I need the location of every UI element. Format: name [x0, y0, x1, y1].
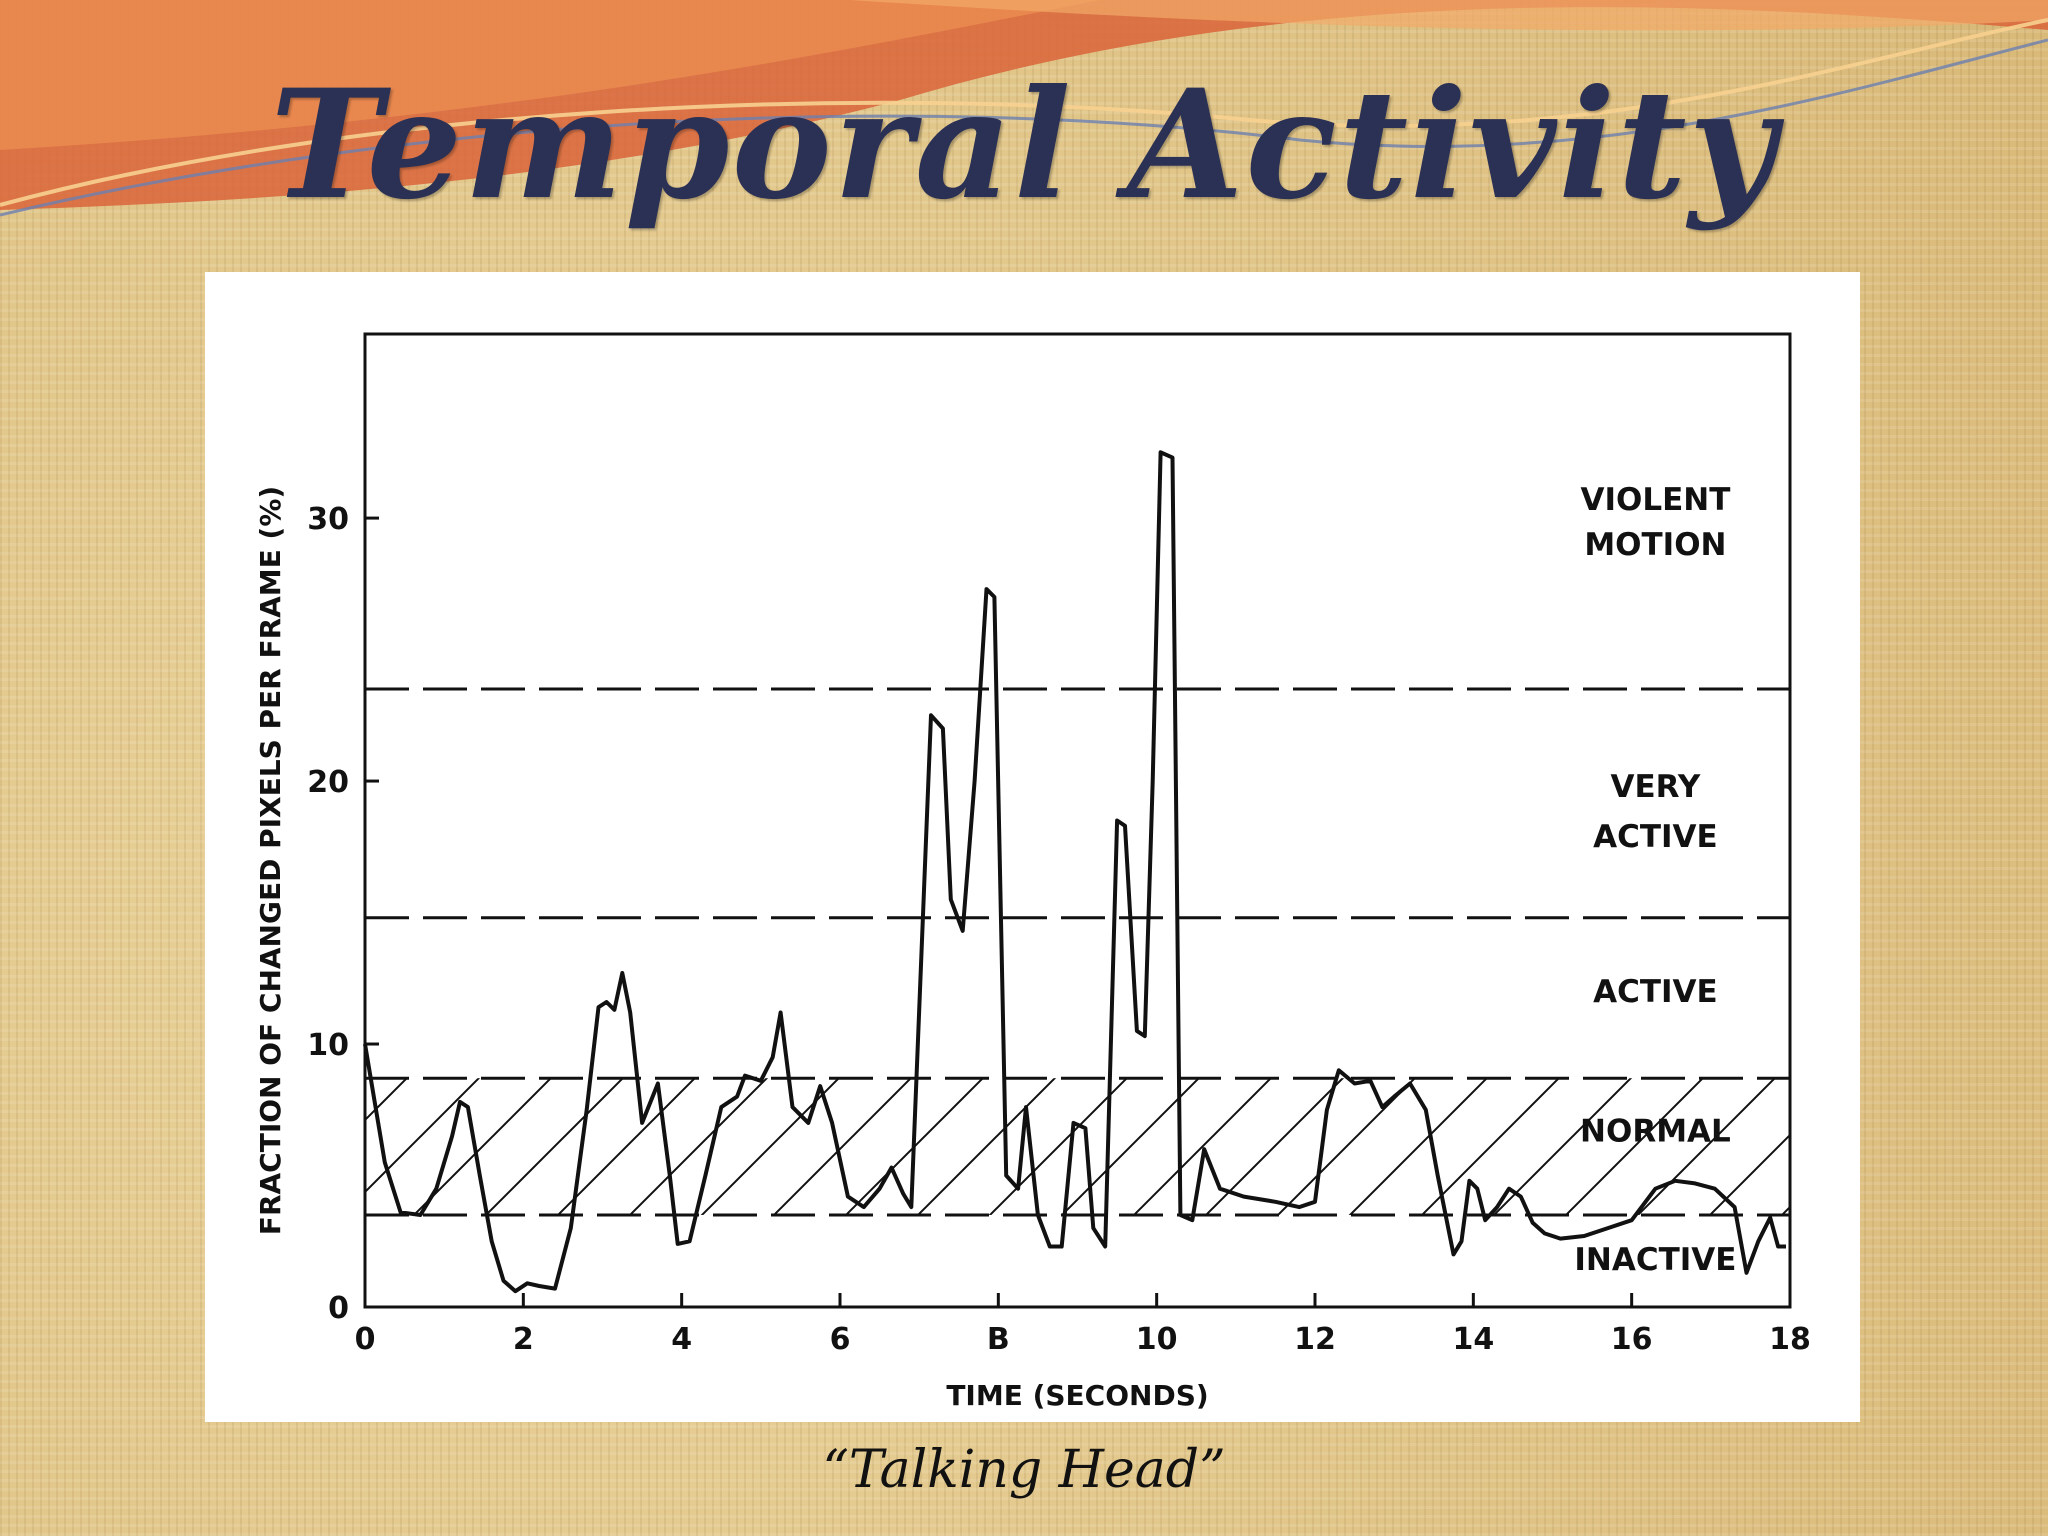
x-axis-label: TIME (SECONDS) [946, 1379, 1208, 1412]
x-tick-label: 6 [830, 1322, 851, 1357]
x-tick-label: 16 [1611, 1322, 1653, 1357]
x-tick-label: 12 [1294, 1322, 1336, 1357]
slide-title: Temporal Activity [270, 57, 1778, 233]
plot-frame [363, 332, 1792, 1309]
threshold-lines [365, 687, 1790, 1217]
y-axis-label: FRACTION OF CHANGED PIXELS PER FRAME (%) [254, 486, 287, 1235]
series-line [363, 450, 1786, 1294]
chart: 0 2 4 6 B 10 12 14 16 18 0 10 20 30 VIOLENT MOTION VER… [254, 332, 1811, 1412]
y-tick-label: 10 [307, 1028, 349, 1063]
x-tick-label: 10 [1136, 1322, 1178, 1357]
x-tick-label: 0 [355, 1322, 376, 1357]
region-label: VIOLENT [1580, 482, 1730, 518]
x-tick-label: 18 [1769, 1322, 1811, 1357]
slide-caption: “Talking Head” [822, 1440, 1226, 1500]
y-tick-label: 0 [328, 1291, 349, 1326]
region-label: NORMAL [1580, 1113, 1731, 1149]
normal-band-hatch [365, 1078, 1790, 1215]
region-label: MOTION [1584, 527, 1726, 563]
x-tick-label: 4 [671, 1322, 692, 1357]
region-label: ACTIVE [1593, 974, 1718, 1010]
y-tick-label: 30 [307, 502, 349, 537]
x-axis: 0 2 4 6 B 10 12 14 16 18 [355, 1293, 1811, 1357]
region-label: ACTIVE [1593, 819, 1718, 855]
region-label: INACTIVE [1574, 1242, 1736, 1278]
region-labels: VIOLENT MOTION VERY ACTIVE ACTIVE NORMAL INACT… [1574, 482, 1736, 1278]
y-axis: 0 10 20 30 [307, 502, 379, 1326]
x-tick-label: 2 [513, 1322, 534, 1357]
header-banner [0, 0, 2048, 217]
x-tick-label: B [987, 1322, 1010, 1357]
x-tick-label: 14 [1452, 1322, 1494, 1357]
region-label: VERY [1611, 769, 1701, 805]
y-tick-label: 20 [307, 765, 349, 800]
chart-panel: 0 2 4 6 B 10 12 14 16 18 0 10 20 30 VIOLENT MOTION VER… [205, 272, 1860, 1422]
